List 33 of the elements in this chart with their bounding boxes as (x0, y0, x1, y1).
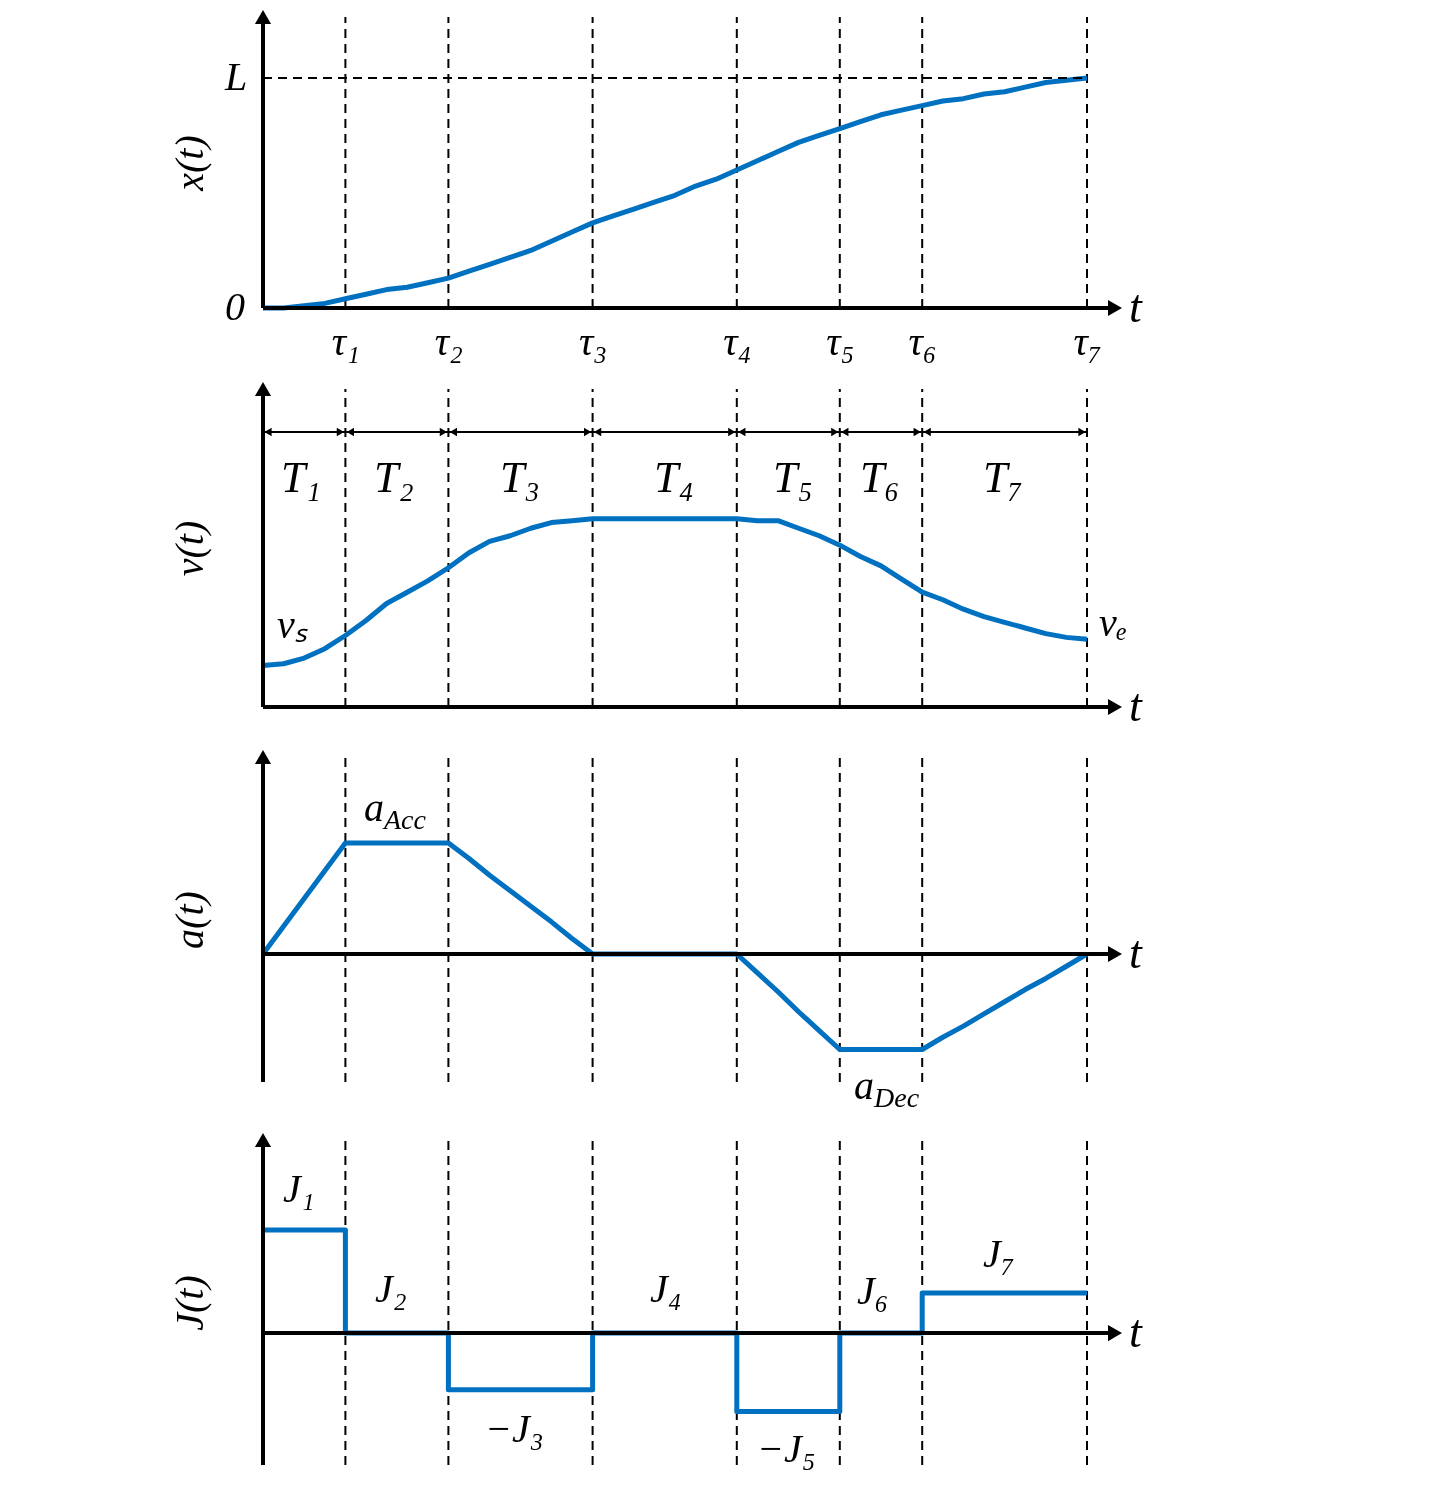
text: T₃ (500, 453, 540, 502)
text: T₁ (281, 453, 321, 502)
annotation: J₄ (650, 1266, 682, 1311)
text: 0 (225, 284, 245, 329)
x-tick-label: τ₂ (434, 318, 464, 364)
annotation: J₆ (857, 1268, 889, 1313)
x-tick-label: τ₆ (908, 318, 937, 364)
text: −J₅ (757, 1426, 816, 1471)
y-axis-title: J(t) (166, 1275, 212, 1331)
x-axis-title: t (1129, 1306, 1143, 1358)
x-axis-title: t (1129, 680, 1143, 731)
x-tick-label: τ₅ (826, 318, 855, 364)
x-tick-label: τ₃ (578, 318, 608, 364)
x-tick-label: τ₄ (723, 318, 752, 364)
annotation: vₛ (277, 602, 309, 647)
text: T₅ (773, 453, 813, 502)
text: L (224, 54, 248, 99)
annotation: J₂ (375, 1266, 407, 1311)
x-tick-label: τ₁ (331, 318, 361, 364)
text: T₇ (983, 453, 1023, 502)
x-axis-title: t (1129, 281, 1143, 332)
y-axis-title: a(t) (166, 891, 212, 949)
text: J₁ (283, 1166, 315, 1211)
text: T₂ (374, 453, 414, 502)
x-axis-title: t (1129, 927, 1143, 979)
x-tick-label: τ₇ (1073, 318, 1102, 364)
text: T₄ (654, 453, 694, 502)
annotation: J₇ (983, 1231, 1015, 1276)
annotation: −J₃ (485, 1406, 544, 1451)
y-axis-title: v(t) (166, 520, 212, 577)
y-axis-title: x(t) (166, 135, 212, 192)
text: T₆ (860, 453, 900, 502)
annotation: vₑ (1099, 600, 1128, 645)
